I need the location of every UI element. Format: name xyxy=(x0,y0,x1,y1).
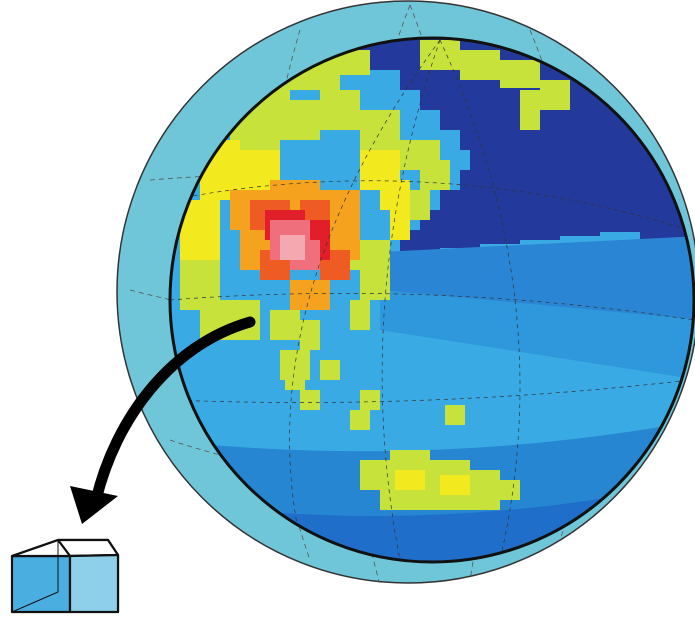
heat-cell xyxy=(420,40,460,70)
heat-cell xyxy=(300,320,320,350)
heat-cell xyxy=(360,110,400,150)
heat-cell xyxy=(360,270,390,300)
heat-cell xyxy=(360,390,380,410)
heat-cell xyxy=(290,280,330,310)
globe-outline xyxy=(168,36,695,564)
heat-cell xyxy=(500,60,540,88)
heat-cell xyxy=(420,160,450,190)
ocean-band xyxy=(380,236,694,320)
heat-cell xyxy=(460,50,500,80)
ocean-band xyxy=(380,290,694,380)
heat-cell xyxy=(500,480,520,500)
globe-grid-lines xyxy=(170,39,694,561)
heat-cell xyxy=(380,180,410,210)
heat-cells xyxy=(180,40,570,510)
heat-cell xyxy=(350,410,370,430)
heat-cell xyxy=(280,100,320,140)
heat-cell xyxy=(540,80,570,110)
heat-cell xyxy=(410,190,430,220)
heat-cell xyxy=(285,370,305,390)
heat-cell xyxy=(270,310,300,340)
heat-cell xyxy=(440,475,470,495)
heat-cell xyxy=(390,210,410,240)
heat-cell xyxy=(350,300,370,330)
heat-cell xyxy=(395,470,425,490)
grid-cell-cube xyxy=(10,538,120,614)
heat-cell xyxy=(280,235,305,260)
heat-cell xyxy=(520,90,540,130)
heat-cell xyxy=(320,90,360,130)
extraction-arrow xyxy=(70,316,256,524)
heat-cell xyxy=(300,390,320,410)
heat-cell xyxy=(320,360,340,380)
heat-cell xyxy=(445,405,465,425)
